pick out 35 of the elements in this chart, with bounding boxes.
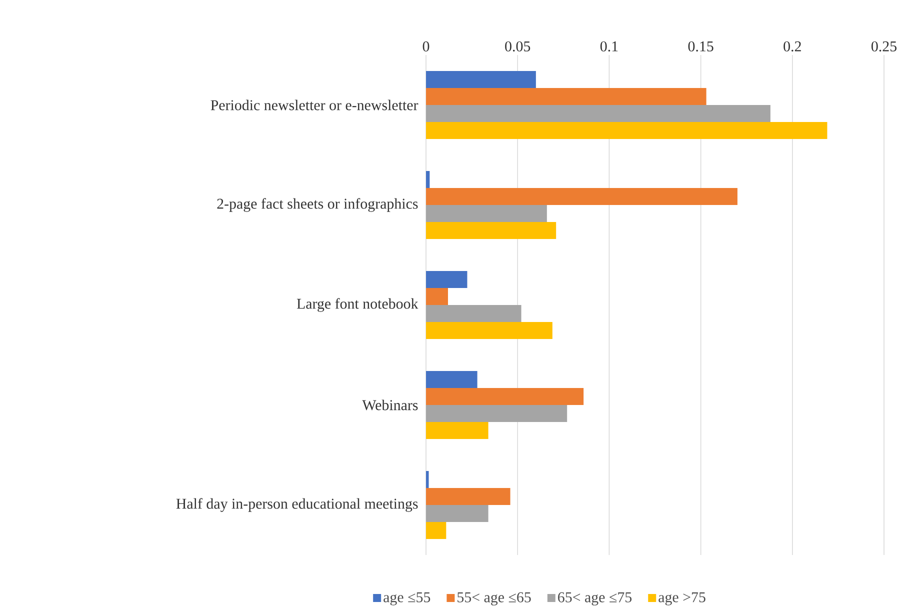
legend-label: 65< age ≤75 [558,592,632,606]
bar [426,504,488,522]
x-tick-label: 0.2 [784,41,801,52]
bar [426,170,430,188]
x-tick-label: 0.05 [505,41,530,52]
y-tick-label: Periodic newsletter or e-newsletter [210,100,418,110]
y-tick-label: Half day in-person educational meetings [176,498,418,512]
bar [426,270,468,288]
bar [426,370,478,388]
x-tick-label: 0.25 [871,41,897,52]
bar [426,88,706,105]
bar [426,422,488,439]
x-tick-label: 0.1 [600,41,618,52]
bar [426,470,429,488]
bar [426,388,584,405]
legend-label: age ≤55 [384,592,430,606]
bar [426,304,522,322]
bar [426,322,552,339]
bar [426,70,536,88]
legend-label: 55< age ≤65 [458,592,531,606]
x-tick-label: 0.15 [688,41,714,52]
bar [426,122,828,139]
y-tick-label: 2-page fact sheets or infographics [217,198,418,212]
y-tick-label: Large font notebook [296,298,418,312]
x-tick-label: 0 [422,41,430,52]
bar [426,222,556,239]
bar [426,522,446,539]
y-tick-label: Webinars [362,400,418,410]
bar [426,288,448,305]
bar [426,404,568,422]
legend-label: age >75 [658,592,706,606]
bar [426,104,770,122]
bar [426,488,510,505]
bar [426,204,547,222]
bar [426,188,738,205]
